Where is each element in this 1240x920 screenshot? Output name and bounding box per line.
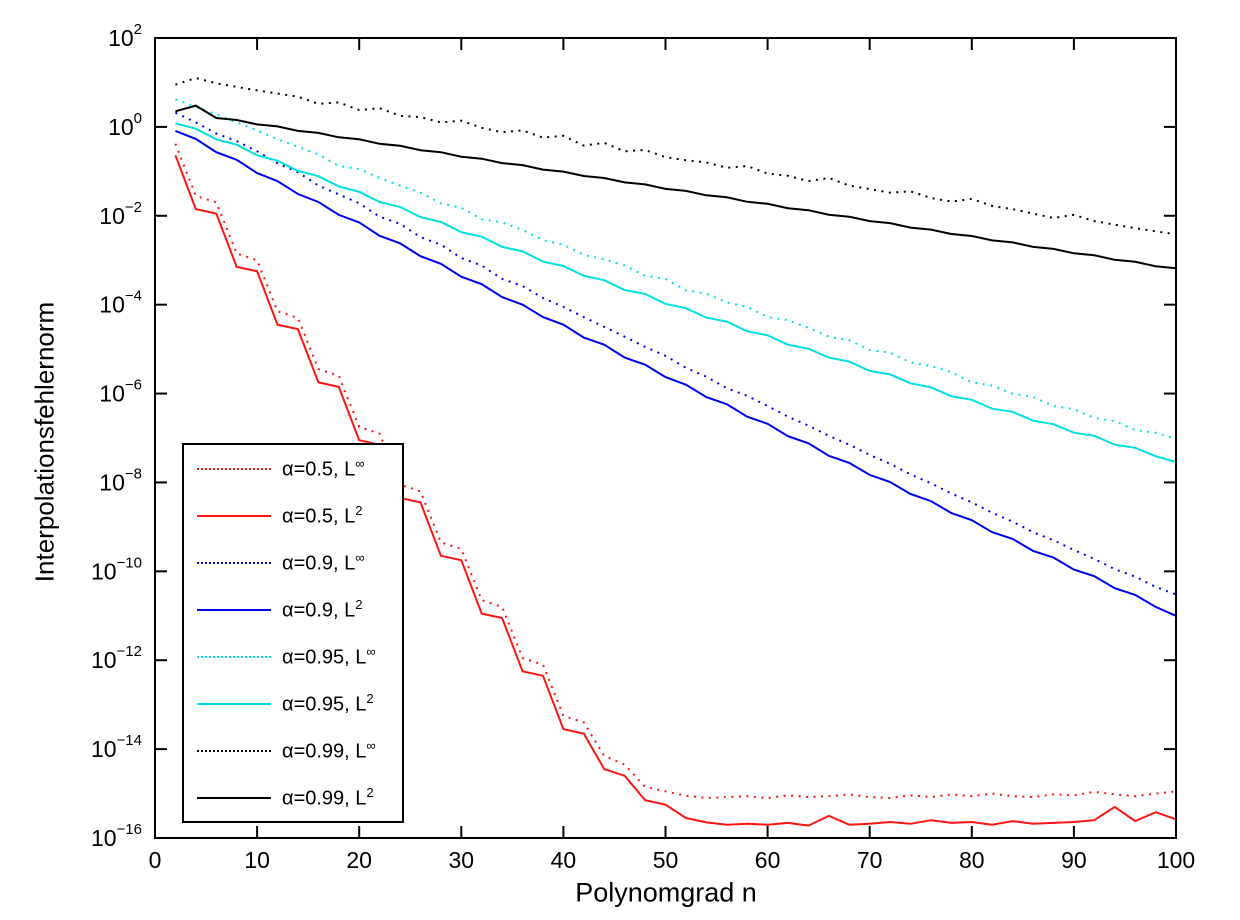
y-tick-label-10e-14: 10−14	[91, 732, 142, 762]
series-line-alpha-0.9-linf	[174, 111, 1177, 596]
y-tick-label-10e-4: 10−4	[99, 288, 142, 318]
legend-row-alpha-0.95-linf: α=0.95, L∞	[184, 634, 402, 679]
legend-row-alpha-0.99-linf: α=0.99, L∞	[184, 728, 402, 773]
legend-row-alpha-0.9-linf: α=0.9, L∞	[184, 540, 402, 585]
x-tick-label-50: 50	[653, 847, 679, 873]
x-tick-label-10: 10	[244, 847, 270, 873]
y-tick-label-10e-10: 10−10	[91, 554, 142, 584]
series-line-alpha-0.99-linf	[175, 76, 1177, 236]
y-tick-label-10e-6: 10−6	[99, 377, 142, 407]
series-line-alpha-0.9-l2	[175, 129, 1177, 617]
y-tick-label-10e2: 102	[108, 21, 142, 51]
legend-line-sample-solid	[197, 514, 271, 517]
x-tick-label-90: 90	[1061, 847, 1087, 873]
x-tick-label-30: 30	[449, 847, 475, 873]
legend-label: α=0.99, L2	[282, 784, 374, 810]
y-axis-label: Interpolationsfehlernorm	[29, 301, 60, 583]
legend-label: α=0.5, L∞	[282, 455, 365, 481]
x-tick-label-80: 80	[959, 847, 985, 873]
series-line-alpha-0.5-l2	[174, 154, 1177, 827]
legend-label: α=0.95, L2	[282, 690, 374, 716]
y-tick-label-10e-16: 10−16	[91, 821, 142, 851]
legend-label: α=0.95, L∞	[282, 643, 376, 669]
legend-line-sample-solid	[197, 608, 271, 611]
x-tick-label-0: 0	[149, 847, 162, 873]
x-axis-label: Polynomgrad n	[575, 877, 757, 908]
legend-line-sample-dotted	[197, 467, 271, 470]
y-tick-label-10e-12: 10−12	[91, 643, 142, 673]
legend-row-alpha-0.9-l2: α=0.9, L2	[184, 587, 402, 632]
legend-line-sample-dotted	[197, 749, 271, 752]
legend: α=0.5, L∞ α=0.5, L2 α=0.9, L∞ α=0.9, L2 α=0.…	[182, 443, 404, 823]
y-tick-label-10e-2: 10−2	[99, 199, 142, 229]
legend-row-alpha-0.5-l2: α=0.5, L2	[184, 493, 402, 538]
legend-label: α=0.9, L2	[282, 596, 363, 622]
series-line-alpha-0.95-linf	[175, 98, 1177, 440]
legend-row-alpha-0.95-l2: α=0.95, L2	[184, 681, 402, 726]
x-tick-label-40: 40	[551, 847, 577, 873]
y-tick-label-10e-8: 10−8	[99, 465, 142, 495]
x-tick-label-70: 70	[857, 847, 883, 873]
series-line-alpha-0.95-l2	[175, 122, 1177, 463]
legend-line-sample-dotted	[197, 655, 271, 658]
x-tick-label-20: 20	[346, 847, 372, 873]
legend-line-sample-dotted	[197, 561, 271, 564]
legend-label: α=0.99, L∞	[282, 737, 376, 763]
x-tick-label-100: 100	[1157, 847, 1195, 873]
legend-row-alpha-0.99-l2: α=0.99, L2	[184, 775, 402, 820]
legend-label: α=0.5, L2	[282, 502, 363, 528]
legend-label: α=0.9, L∞	[282, 549, 365, 575]
legend-line-sample-solid	[197, 702, 271, 705]
y-tick-label-10e0: 100	[108, 110, 142, 140]
series-line-alpha-0.5-linf	[174, 143, 1177, 800]
legend-line-sample-solid	[197, 796, 271, 799]
series-line-alpha-0.99-l2	[175, 104, 1177, 270]
legend-row-alpha-0.5-linf: α=0.5, L∞	[184, 446, 402, 491]
x-tick-label-60: 60	[755, 847, 781, 873]
